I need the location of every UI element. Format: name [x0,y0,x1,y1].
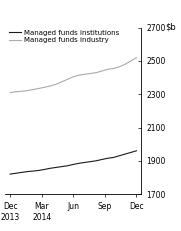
Managed funds institutions [26,170,28,173]
Managed funds institutions [95,159,97,162]
Managed funds institutions [61,165,63,168]
Managed funds institutions [124,153,126,155]
Managed funds institutions [78,162,80,165]
Managed funds industry [66,78,69,81]
Managed funds institutions [15,172,17,175]
Managed funds industry [72,75,74,78]
Managed funds industry [101,70,103,72]
Managed funds industry [26,89,28,92]
Managed funds institutions [130,151,132,154]
Managed funds institutions [21,171,23,174]
Managed funds industry [95,71,97,74]
Line: Managed funds institutions: Managed funds institutions [10,151,136,174]
Managed funds institutions [38,169,40,172]
Managed funds industry [21,90,23,93]
Managed funds institutions [112,156,115,159]
Managed funds institutions [43,168,46,171]
Managed funds industry [9,91,11,94]
Managed funds industry [118,65,120,68]
Legend: Managed funds institutions, Managed funds industry: Managed funds institutions, Managed fund… [9,30,119,43]
Managed funds industry [78,74,80,76]
Managed funds institutions [135,149,138,152]
Managed funds institutions [66,164,69,167]
Managed funds industry [38,87,40,90]
Managed funds institutions [118,154,120,157]
Managed funds institutions [49,167,51,170]
Managed funds institutions [55,166,57,169]
Managed funds institutions [84,161,86,164]
Managed funds institutions [32,170,34,173]
Managed funds industry [130,60,132,62]
Managed funds industry [135,56,138,59]
Managed funds industry [49,85,51,87]
Managed funds institutions [101,158,103,161]
Managed funds industry [112,67,115,70]
Managed funds industry [84,73,86,76]
Managed funds industry [124,63,126,66]
Managed funds institutions [9,173,11,176]
Y-axis label: $b: $b [166,23,176,32]
Managed funds industry [107,68,109,71]
Managed funds institutions [72,163,74,166]
Managed funds industry [43,86,46,89]
Managed funds industry [61,80,63,83]
Managed funds industry [32,88,34,91]
Managed funds industry [15,90,17,93]
Managed funds institutions [107,157,109,160]
Managed funds institutions [89,160,92,163]
Line: Managed funds industry: Managed funds industry [10,58,136,93]
Managed funds industry [89,72,92,75]
Managed funds industry [55,83,57,86]
